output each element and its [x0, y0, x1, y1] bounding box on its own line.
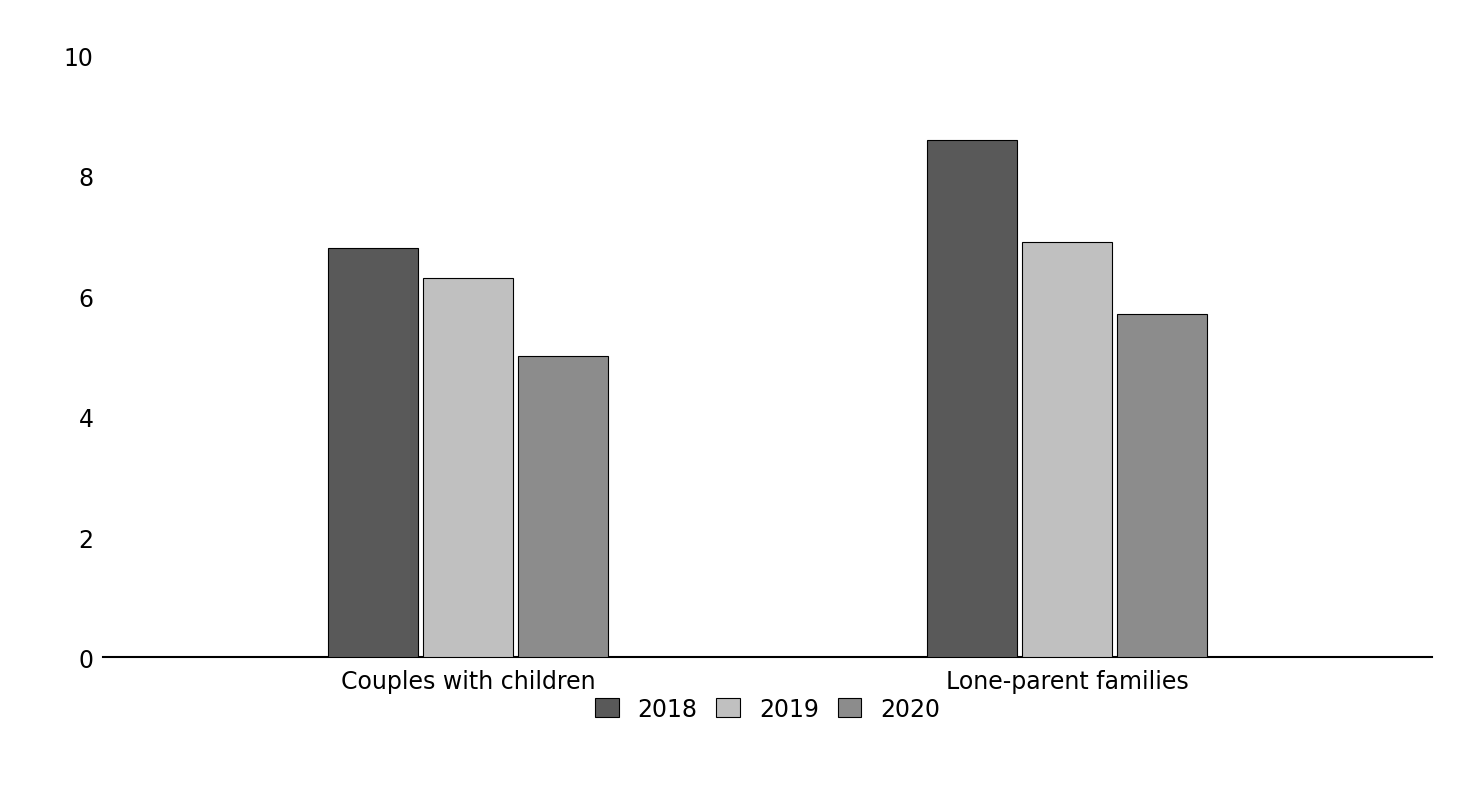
Bar	[424, 278, 512, 658]
Bar	[927, 140, 1017, 658]
Bar	[1117, 314, 1207, 658]
Bar	[328, 249, 418, 658]
Bar	[518, 357, 608, 658]
Bar	[1023, 242, 1111, 658]
Legend: 2018, 2019, 2020: 2018, 2019, 2020	[586, 687, 949, 730]
